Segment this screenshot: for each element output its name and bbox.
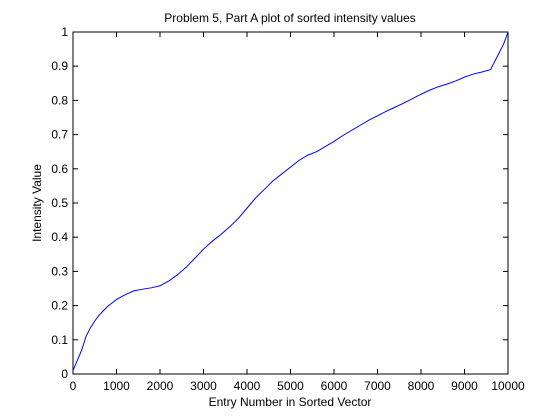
y-tick-label: 0.9 [51,59,68,73]
y-tick-label: 1 [61,25,68,39]
intensity-series-line [72,31,509,371]
y-tick-label: 0.4 [51,230,68,244]
x-axis-tick-labels: 0 1000 2000 3000 4000 5000 6000 7000 8000 9000 100… [70,379,525,393]
x-tick-label: 8000 [408,379,435,393]
x-tick-label: 9000 [451,379,478,393]
x-tick-label: 4000 [234,379,261,393]
x-axis-ticks [72,32,509,374]
y-tick-label: 0.8 [51,93,68,107]
plot-area-frame [72,31,509,375]
y-tick-label: 0.3 [51,264,68,278]
x-tick-label: 3000 [190,379,217,393]
y-tick-label: 0 [61,367,68,381]
y-tick-label: 0.6 [51,162,68,176]
y-axis-tick-labels: 0 0.1 0.2 0.3 0.4 0.5 0.6 0.7 0.8 0.9 1 [51,25,68,381]
y-axis-ticks [73,31,508,375]
x-tick-label: 7000 [364,379,391,393]
x-tick-label: 10000 [491,379,525,393]
x-tick-label: 6000 [321,379,348,393]
x-tick-label: 1000 [103,379,130,393]
x-tick-label: 0 [70,379,77,393]
chart-title: Problem 5, Part A plot of sorted intensi… [164,11,415,25]
y-tick-label: 0.7 [51,128,68,142]
y-axis-title: Intensity Value [30,164,44,242]
y-tick-label: 0.5 [51,196,68,210]
x-axis-title: Entry Number in Sorted Vector [209,395,372,409]
x-tick-label: 5000 [277,379,304,393]
y-tick-label: 0.2 [51,299,68,313]
x-tick-label: 2000 [147,379,174,393]
y-tick-label: 0.1 [51,333,68,347]
